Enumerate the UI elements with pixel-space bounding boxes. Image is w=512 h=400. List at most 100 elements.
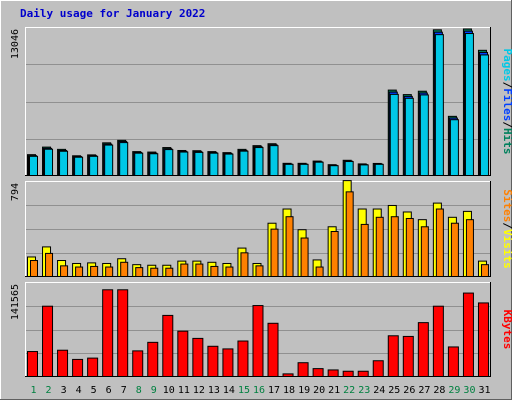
bar-kbytes <box>162 314 174 376</box>
legend-entry: / <box>501 222 512 229</box>
bar-kbytes <box>327 369 339 376</box>
bar-kbytes <box>342 370 354 376</box>
bar-kbytes <box>237 340 249 376</box>
bar-kbytes <box>477 302 489 376</box>
x-tick-label: 28 <box>433 385 445 396</box>
bar-kbytes <box>282 373 294 376</box>
bar-pages <box>134 152 144 175</box>
x-tick-label: 1 <box>31 385 37 396</box>
bar-pages <box>434 34 444 176</box>
x-tick-label: 26 <box>403 385 415 396</box>
bar-sites <box>180 263 189 276</box>
bar-kbytes <box>117 289 129 376</box>
bar-pages <box>149 153 159 175</box>
bar-sites <box>270 228 279 276</box>
bar-pages <box>299 163 309 175</box>
bar-pages <box>269 145 279 175</box>
panel-visits-sites: 794 Sites/Visits <box>10 180 512 277</box>
bar-kbytes <box>417 322 429 376</box>
x-tick-label: 5 <box>91 385 97 396</box>
bar-pages <box>329 165 339 175</box>
x-tick-label: 6 <box>106 385 112 396</box>
x-tick-label: 10 <box>163 385 175 396</box>
bar-pages <box>374 163 384 175</box>
bar-sites <box>405 217 414 276</box>
bar-sites <box>45 252 54 276</box>
x-tick-label: 19 <box>298 385 310 396</box>
bar-kbytes <box>462 292 474 376</box>
bar-kbytes <box>402 335 414 376</box>
bar-pages <box>89 155 99 175</box>
x-tick-label: 2 <box>46 385 52 396</box>
legend-entry: Hits <box>501 128 512 155</box>
x-tick-label: 31 <box>478 385 490 396</box>
bar-pages <box>254 147 264 175</box>
legend-entry: KBytes <box>501 310 512 350</box>
bar-kbytes <box>372 360 384 376</box>
chart-title: Daily usage for January 2022 <box>20 7 205 20</box>
bar-kbytes <box>147 341 159 376</box>
bar-kbytes <box>267 322 279 376</box>
bar-pages <box>44 148 54 175</box>
legend: Pages/Files/Hits <box>501 49 512 155</box>
bar-kbytes <box>387 335 399 376</box>
bar-sites <box>225 266 234 276</box>
bar-pages <box>404 97 414 175</box>
bar-pages <box>284 163 294 175</box>
bar-kbytes <box>42 305 54 376</box>
x-tick-label: 9 <box>151 385 157 396</box>
bar-sites <box>240 252 249 276</box>
bar-kbytes <box>222 348 234 376</box>
x-tick-label: 11 <box>178 385 190 396</box>
bar-pages <box>224 153 234 175</box>
bar-pages <box>389 93 399 175</box>
bar-kbytes <box>357 370 369 376</box>
bar-sites <box>105 266 114 276</box>
x-tick-label: 20 <box>313 385 325 396</box>
x-tick-label: 7 <box>121 385 127 396</box>
bar-sites <box>360 223 369 276</box>
bar-kbytes <box>432 305 444 376</box>
bar-pages <box>29 155 38 175</box>
x-tick-label: 30 <box>463 385 475 396</box>
bar-pages <box>464 33 474 175</box>
bar-pages <box>419 94 429 175</box>
bar-sites <box>450 222 459 276</box>
bar-sites <box>135 267 144 276</box>
bar-pages <box>239 150 249 175</box>
bar-sites <box>300 237 309 276</box>
bar-pages <box>449 119 459 175</box>
x-tick-label: 3 <box>61 385 67 396</box>
bar-kbytes <box>447 346 459 376</box>
bar-pages <box>104 144 114 175</box>
bar-kbytes <box>252 305 264 376</box>
bar-sites <box>435 208 444 276</box>
x-tick-label: 18 <box>283 385 295 396</box>
bar-sites <box>345 191 354 276</box>
x-tick-label: 16 <box>253 385 265 396</box>
bar-kbytes <box>132 350 144 376</box>
bar-sites <box>195 263 204 276</box>
bar-sites <box>285 216 294 276</box>
bar-kbytes <box>207 345 219 376</box>
bar-sites <box>255 265 264 276</box>
x-tick-label: 15 <box>238 385 250 396</box>
bar-sites <box>465 219 474 276</box>
x-tick-label: 13 <box>208 385 220 396</box>
bar-kbytes <box>87 357 99 376</box>
bar-kbytes <box>102 289 114 376</box>
x-tick-label: 8 <box>136 385 142 396</box>
bar-pages <box>179 151 189 175</box>
x-tick-label: 21 <box>328 385 340 396</box>
legend-entry: Visits <box>501 229 512 269</box>
x-tick-label: 24 <box>373 385 385 396</box>
legend-entry: Pages <box>501 49 512 82</box>
bar-sites <box>120 261 129 276</box>
bar-sites <box>210 265 219 276</box>
bar-pages <box>164 149 174 175</box>
bar-sites <box>330 231 339 276</box>
bar-sites <box>90 265 99 276</box>
legend-entry: / <box>501 121 512 128</box>
